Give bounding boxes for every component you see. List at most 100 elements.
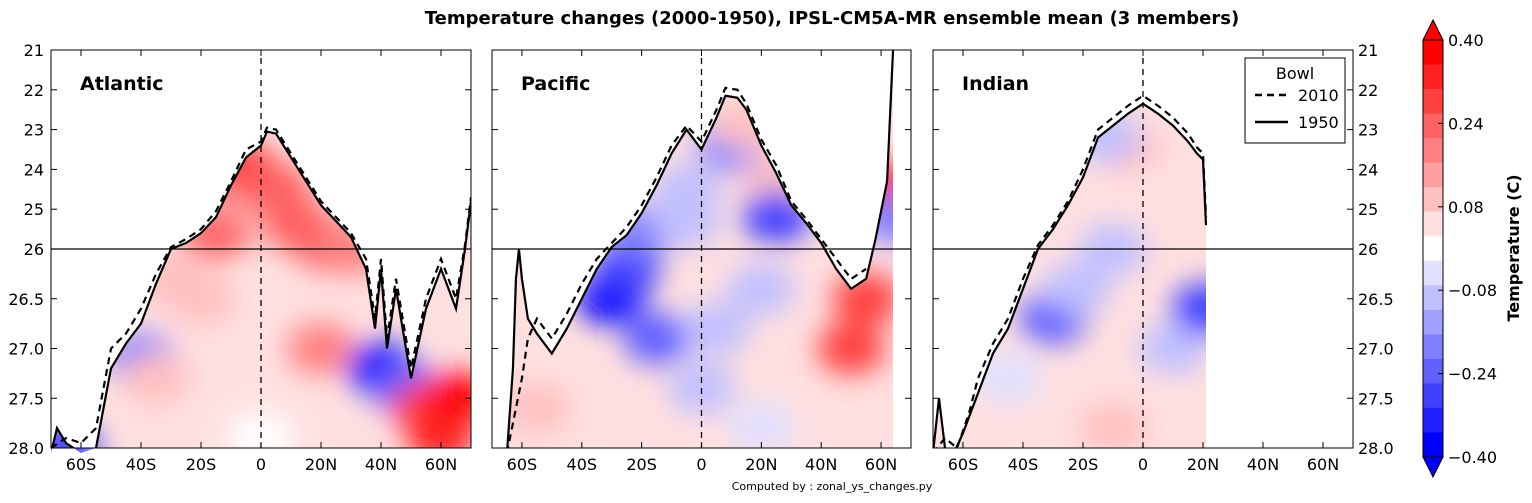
y-tick-label-right: 22 <box>1358 81 1378 100</box>
bowl-lines <box>51 126 471 448</box>
x-tick-label: 0 <box>256 455 266 474</box>
colorbar-segment <box>1423 89 1443 115</box>
colorbar: 0.40 0.24 0.08 −0.08 −0.24 −0.40 Temperature (… <box>1422 18 1523 479</box>
x-tick-label: 40S <box>1008 455 1039 474</box>
x-tick-label: 20S <box>186 455 217 474</box>
x-tick-label: 40N <box>1247 455 1279 474</box>
bowl-2010-line <box>506 86 867 448</box>
colorbar-label: Temperature (C) <box>1504 174 1523 321</box>
y-tick-label-left: 21 <box>24 41 44 60</box>
x-tick-label: 60S <box>507 455 538 474</box>
legend-entry-label: 2010 <box>1298 86 1339 105</box>
anomaly-point <box>422 372 471 425</box>
anomaly-point <box>167 272 235 325</box>
panel-pacific: Pacific 60S 40S 20S 0 20N 40N 60N <box>491 49 912 474</box>
colorbar-segment <box>1423 309 1443 335</box>
legend-box <box>1244 57 1346 144</box>
y-tick-label-right: 26 <box>1358 240 1378 259</box>
y-tick-label-right: 25 <box>1358 200 1378 219</box>
bowl-1950-line <box>933 102 1208 448</box>
anomaly-point <box>682 302 751 355</box>
bowl-1950-line <box>51 130 471 448</box>
colorbar-segment <box>1423 138 1443 164</box>
y-tick-label-right: 24 <box>1358 160 1378 179</box>
x-tick-label: 0 <box>1138 455 1148 474</box>
colorbar-segment <box>1423 383 1443 409</box>
bowl-2010-line <box>51 126 471 448</box>
colorbar-segment <box>1423 236 1443 262</box>
y-tick-label-left: 28.0 <box>8 439 44 458</box>
panel-label: Indian <box>962 73 1029 95</box>
anomaly-field <box>506 50 894 453</box>
anomaly-point <box>1172 282 1206 335</box>
colorbar-tick-label: −0.08 <box>1448 281 1497 300</box>
anomaly-point <box>287 322 355 375</box>
x-tick-label: 40N <box>365 455 397 474</box>
colorbar-bottom-arrow <box>1422 456 1444 479</box>
x-tick-label: 60N <box>865 455 897 474</box>
colorbar-segment <box>1423 358 1443 384</box>
colorbar-top-arrow <box>1422 18 1444 41</box>
colorbar-frame <box>1422 39 1444 458</box>
x-tick-label: 40N <box>805 455 837 474</box>
x-tick-label: 20N <box>1187 455 1219 474</box>
y-tick-label-right: 26.5 <box>1358 290 1394 309</box>
colorbar-segment <box>1423 407 1443 433</box>
colorbar-segment <box>1423 40 1443 66</box>
colorbar-segment <box>1423 285 1443 311</box>
anomaly-point <box>1043 262 1111 315</box>
colorbar-segment <box>1423 162 1443 188</box>
anomaly-point <box>712 99 781 152</box>
y-tick-label-left: 26 <box>24 240 44 259</box>
anomaly-point <box>859 191 894 244</box>
y-tick-label-left: 27.0 <box>8 340 44 359</box>
colorbar-tick-label: 0.40 <box>1448 31 1484 50</box>
x-tick-label: 40S <box>567 455 598 474</box>
x-tick-label: 0 <box>696 455 706 474</box>
x-tick-label: 60N <box>425 455 457 474</box>
colorbar-segment <box>1423 334 1443 360</box>
colorbar-tick-label: 0.08 <box>1448 198 1484 217</box>
anomaly-point <box>727 262 796 315</box>
x-tick-label: 60N <box>1307 455 1339 474</box>
anomaly-point <box>1139 322 1206 375</box>
colorbar-segment <box>1423 187 1443 213</box>
y-tick-label-right: 27.0 <box>1358 340 1394 359</box>
x-tick-label: 60S <box>66 455 97 474</box>
y-tick-label-left: 25 <box>24 200 44 219</box>
colorbar-segment <box>1423 113 1443 139</box>
anomaly-point <box>652 163 721 216</box>
y-tick-label-left: 22 <box>24 81 44 100</box>
colorbar-tick-label: −0.24 <box>1448 365 1497 384</box>
panel-atlantic: Atlantic 60S 40S 20S 0 20N 40N 60N <box>50 49 472 474</box>
colorbar-tick-label: 0.24 <box>1448 114 1484 133</box>
x-tick-label: 60S <box>948 455 979 474</box>
x-tick-label: 20S <box>1068 455 1099 474</box>
y-tick-label-left: 23 <box>24 121 44 140</box>
anomaly-point <box>622 312 691 365</box>
anomaly-point <box>1073 111 1141 164</box>
legend: Bowl 2010 1950 <box>1244 57 1346 144</box>
anomaly-point <box>832 272 894 325</box>
colorbar-segment <box>1423 64 1443 90</box>
anomaly-point <box>122 352 190 405</box>
footer-note: Computed by : zonal_ys_changes.py <box>732 480 933 493</box>
x-tick-label: 40S <box>126 455 157 474</box>
bowl-1950-line <box>506 50 895 448</box>
y-tick-label-right: 23 <box>1358 121 1378 140</box>
anomaly-point <box>727 402 796 453</box>
bowl-lines <box>506 50 895 448</box>
legend-entry-label: 1950 <box>1298 113 1339 132</box>
colorbar-tick-label: −0.40 <box>1448 448 1497 467</box>
y-tick-label-right: 28.0 <box>1358 439 1394 458</box>
anomaly-blobs <box>974 111 1206 453</box>
y-tick-label-left: 24 <box>24 160 44 179</box>
panels: Atlantic 60S 40S 20S 0 20N 40N 60N Pacific 60S 40S… <box>8 41 1393 474</box>
anomaly-point <box>817 322 886 375</box>
y-tick-label-right: 27.5 <box>1358 389 1394 408</box>
panel-label: Atlantic <box>80 73 164 95</box>
x-tick-label: 20S <box>626 455 657 474</box>
x-tick-label: 20N <box>305 455 337 474</box>
bowl-2010-line <box>935 94 1208 448</box>
